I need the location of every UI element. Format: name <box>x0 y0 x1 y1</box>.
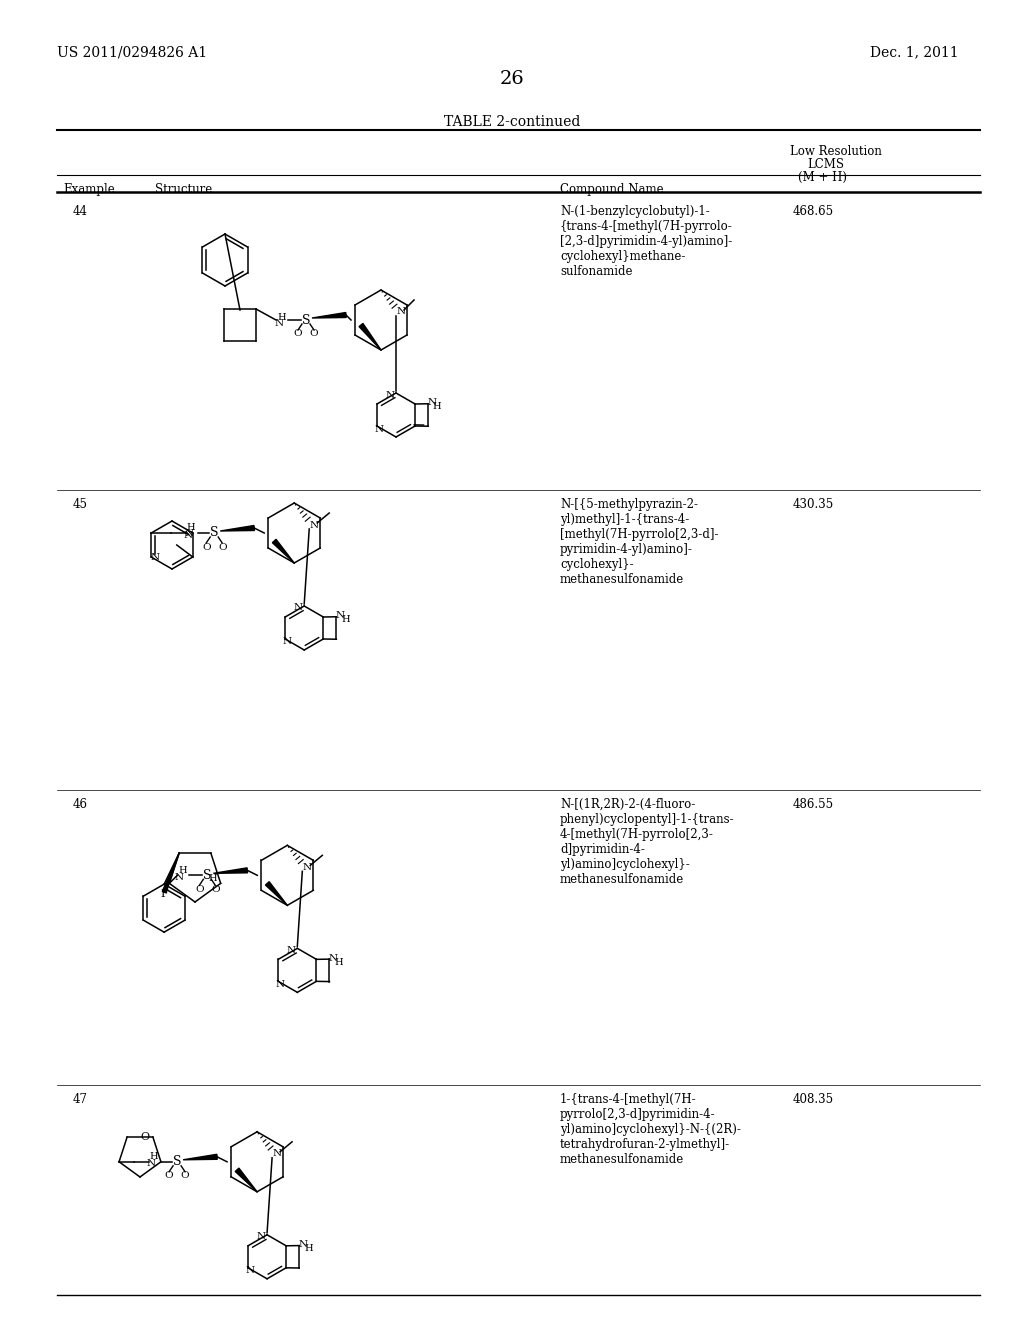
Text: N: N <box>375 425 384 433</box>
Text: 430.35: 430.35 <box>793 498 835 511</box>
Text: N: N <box>257 1233 265 1241</box>
Text: O: O <box>211 884 219 894</box>
Text: S: S <box>210 527 218 540</box>
Text: H: H <box>341 615 349 624</box>
Polygon shape <box>162 853 179 892</box>
Text: N: N <box>283 638 292 647</box>
Polygon shape <box>312 313 346 318</box>
Text: H: H <box>304 1243 312 1253</box>
Text: H: H <box>208 874 217 883</box>
Text: H: H <box>150 1152 159 1162</box>
Text: O: O <box>195 884 204 894</box>
Text: 44: 44 <box>73 205 87 218</box>
Text: O: O <box>309 330 318 338</box>
Text: 47: 47 <box>73 1093 87 1106</box>
Text: N: N <box>428 399 436 408</box>
Text: N: N <box>336 611 345 620</box>
Text: N: N <box>246 1266 255 1275</box>
Polygon shape <box>183 1154 217 1160</box>
Text: 46: 46 <box>73 799 87 810</box>
Polygon shape <box>272 540 294 564</box>
Text: N: N <box>303 863 312 871</box>
Text: 45: 45 <box>73 498 87 511</box>
Text: O: O <box>140 1133 150 1142</box>
Text: N: N <box>175 873 184 882</box>
Text: N: N <box>151 553 160 561</box>
Text: O: O <box>294 330 302 338</box>
Text: N: N <box>183 531 193 540</box>
Text: 408.35: 408.35 <box>793 1093 835 1106</box>
Text: N-[(1R,2R)-2-(4-fluoro-
phenyl)cyclopentyl]-1-{trans-
4-[methyl(7H-pyrrolo[2,3-
: N-[(1R,2R)-2-(4-fluoro- phenyl)cyclopent… <box>560 799 734 886</box>
Text: O: O <box>181 1171 189 1180</box>
Text: N: N <box>294 603 303 612</box>
Text: N: N <box>309 520 318 529</box>
Text: S: S <box>302 314 310 326</box>
Text: LCMS: LCMS <box>807 158 844 172</box>
Polygon shape <box>265 882 288 906</box>
Text: Dec. 1, 2011: Dec. 1, 2011 <box>870 45 958 59</box>
Text: 486.55: 486.55 <box>793 799 835 810</box>
Text: 26: 26 <box>500 70 524 88</box>
Text: (M + H): (M + H) <box>798 172 847 183</box>
Polygon shape <box>220 525 254 531</box>
Text: Structure: Structure <box>155 183 212 195</box>
Text: US 2011/0294826 A1: US 2011/0294826 A1 <box>57 45 207 59</box>
Text: O: O <box>218 543 226 552</box>
Text: N: N <box>146 1159 156 1168</box>
Text: S: S <box>173 1155 181 1168</box>
Text: O: O <box>165 1171 173 1180</box>
Text: N: N <box>275 979 285 989</box>
Text: 468.65: 468.65 <box>793 205 835 218</box>
Polygon shape <box>236 1168 257 1192</box>
Text: O: O <box>202 543 211 552</box>
Text: N: N <box>329 953 338 962</box>
Text: N: N <box>385 391 394 400</box>
Text: N: N <box>272 1150 282 1158</box>
Text: 1-{trans-4-[methyl(7H-
pyrrolo[2,3-d]pyrimidin-4-
yl)amino]cyclohexyl}-N-{(2R)-
: 1-{trans-4-[methyl(7H- pyrrolo[2,3-d]pyr… <box>560 1093 741 1166</box>
Polygon shape <box>213 867 248 874</box>
Text: S: S <box>203 869 212 882</box>
Text: H: H <box>278 313 287 322</box>
Text: H: H <box>187 524 196 532</box>
Text: N-[{5-methylpyrazin-2-
yl)methyl]-1-{trans-4-
[methyl(7H-pyrrolo[2,3-d]-
pyrimid: N-[{5-methylpyrazin-2- yl)methyl]-1-{tra… <box>560 498 719 586</box>
Text: N: N <box>396 308 406 317</box>
Text: TABLE 2-continued: TABLE 2-continued <box>443 115 581 129</box>
Text: N: N <box>184 528 194 537</box>
Text: N: N <box>274 318 284 327</box>
Text: H: H <box>334 957 343 966</box>
Text: N-(1-benzylcyclobutyl)-1-
{trans-4-[methyl(7H-pyrrolo-
[2,3-d]pyrimidin-4-yl)ami: N-(1-benzylcyclobutyl)-1- {trans-4-[meth… <box>560 205 733 279</box>
Text: Compound Name: Compound Name <box>560 183 664 195</box>
Text: N: N <box>299 1239 308 1249</box>
Text: H: H <box>178 866 186 875</box>
Text: Example: Example <box>63 183 115 195</box>
Text: H: H <box>433 403 441 412</box>
Text: Low Resolution: Low Resolution <box>790 145 882 158</box>
Polygon shape <box>359 323 381 350</box>
Text: N: N <box>287 946 296 954</box>
Text: F: F <box>160 890 168 899</box>
